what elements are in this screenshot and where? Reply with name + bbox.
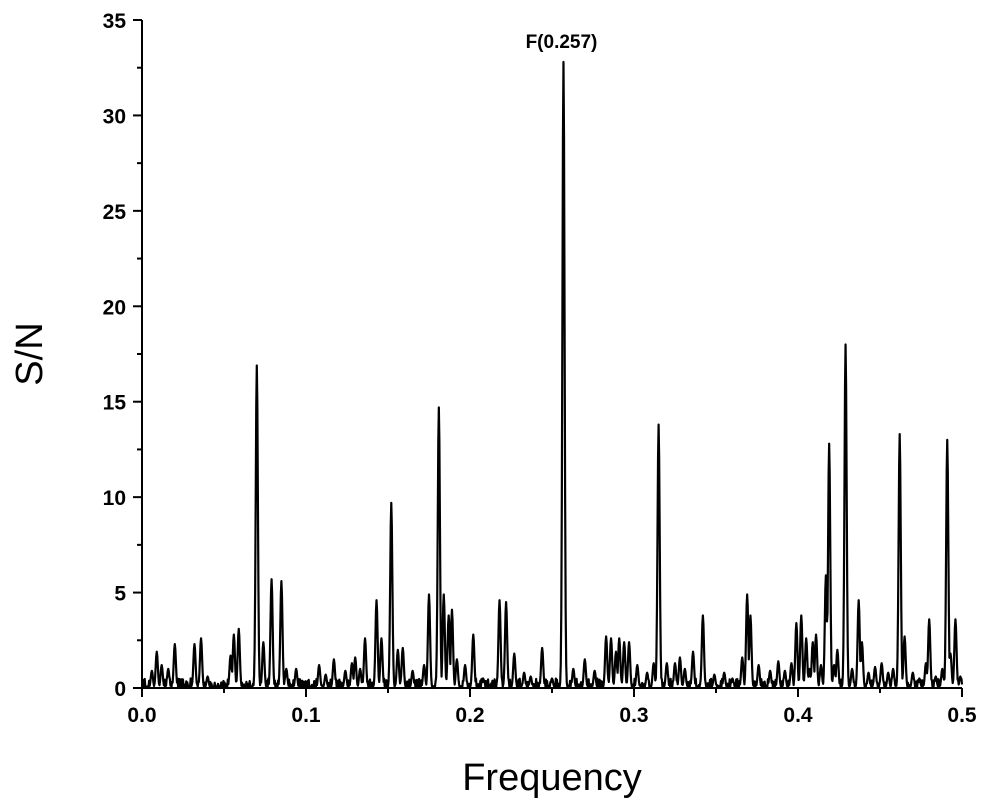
tick-labels: 0.0 0.1 0.2 0.3 0.4 0.5 0 5 10 15 20 25 30 35 <box>103 10 977 727</box>
x-tick-label: 0.2 <box>455 704 484 727</box>
y-tick-label: 15 <box>103 392 127 415</box>
x-axis-title: Frequency <box>462 757 642 799</box>
x-tick-label: 0.5 <box>947 704 977 727</box>
y-tick-label: 5 <box>114 583 126 606</box>
annotations: F(0.257) <box>526 32 598 53</box>
axes <box>141 20 962 689</box>
series-line <box>141 60 964 690</box>
y-axis-title: S/N <box>9 322 51 385</box>
peak-annotation: F(0.257) <box>526 32 598 53</box>
y-tick-label: 10 <box>103 487 126 510</box>
y-tick-label: 25 <box>103 201 127 224</box>
y-tick-label: 0 <box>114 678 126 701</box>
y-tick-label: 20 <box>103 296 126 319</box>
x-tick-label: 0.4 <box>783 704 813 727</box>
x-tick-label: 0.1 <box>291 704 321 727</box>
x-tick-label: 0.0 <box>127 704 156 727</box>
x-tick-label: 0.3 <box>619 704 648 727</box>
tick-marks <box>133 19 963 697</box>
y-tick-label: 30 <box>103 105 126 128</box>
y-tick-label: 35 <box>103 10 127 33</box>
